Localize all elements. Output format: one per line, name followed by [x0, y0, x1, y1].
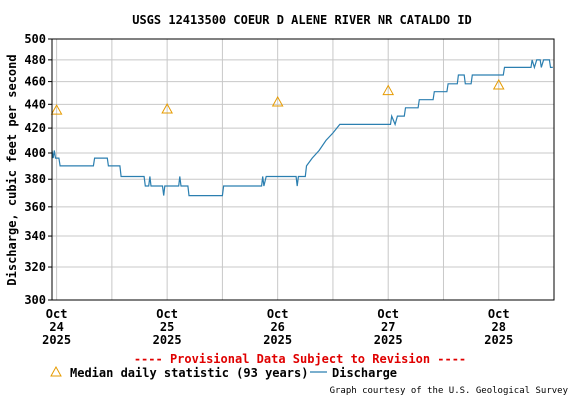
median-marker: [492, 78, 505, 90]
y-tick-label: 420: [24, 121, 46, 135]
y-axis-label: Discharge, cubic feet per second: [5, 54, 19, 285]
x-tick-year: 2025: [263, 333, 292, 347]
grid: [52, 39, 554, 300]
x-tick-year: 2025: [374, 333, 403, 347]
x-tick-month: Oct: [377, 307, 399, 321]
y-tick-label: 480: [24, 53, 46, 67]
chart-title: USGS 12413500 COEUR D ALENE RIVER NR CAT…: [132, 13, 472, 27]
provisional-notice: ---- Provisional Data Subject to Revisio…: [134, 352, 466, 366]
median-marker: [161, 102, 173, 114]
legend-median-label: Median daily statistic (93 years): [70, 366, 308, 380]
median-marker: [50, 104, 63, 115]
x-axis: Oct242025Oct252025Oct262025Oct272025Oct2…: [42, 307, 513, 347]
y-tick-label: 380: [24, 172, 46, 186]
median-marker: [382, 84, 395, 96]
x-tick-day: 25: [160, 320, 174, 334]
y-tick-label: 440: [24, 97, 46, 111]
x-tick-month: Oct: [488, 307, 510, 321]
x-tick-month: Oct: [46, 307, 68, 321]
legend: Median daily statistic (93 years) Discha…: [50, 365, 397, 380]
x-tick-year: 2025: [484, 333, 513, 347]
series-layer: [50, 59, 553, 197]
y-tick-label: 460: [24, 75, 46, 89]
median-marker: [271, 95, 284, 107]
y-tick-label: 360: [24, 200, 46, 214]
x-tick-day: 28: [492, 320, 506, 334]
y-tick-label: 320: [24, 260, 46, 274]
x-tick-year: 2025: [153, 333, 182, 347]
x-tick-month: Oct: [156, 307, 178, 321]
x-tick-day: 24: [49, 320, 63, 334]
discharge-series-line: [51, 59, 553, 197]
y-tick-label: 300: [24, 293, 46, 307]
x-tick-day: 26: [270, 320, 284, 334]
credit-text: Graph courtesy of the U.S. Geological Su…: [330, 386, 569, 396]
y-tick-label: 400: [24, 146, 46, 160]
y-tick-label: 340: [24, 229, 46, 243]
x-tick-month: Oct: [267, 307, 289, 321]
y-tick-label: 500: [24, 32, 46, 46]
x-tick-day: 27: [381, 320, 395, 334]
legend-discharge-label: Discharge: [332, 366, 397, 380]
legend-median-triangle-icon: [50, 365, 62, 377]
x-tick-year: 2025: [42, 333, 71, 347]
plot-frame: [51, 38, 555, 301]
y-axis: 300 320 340 360 380 400 420 440 460 480 500: [24, 32, 52, 307]
